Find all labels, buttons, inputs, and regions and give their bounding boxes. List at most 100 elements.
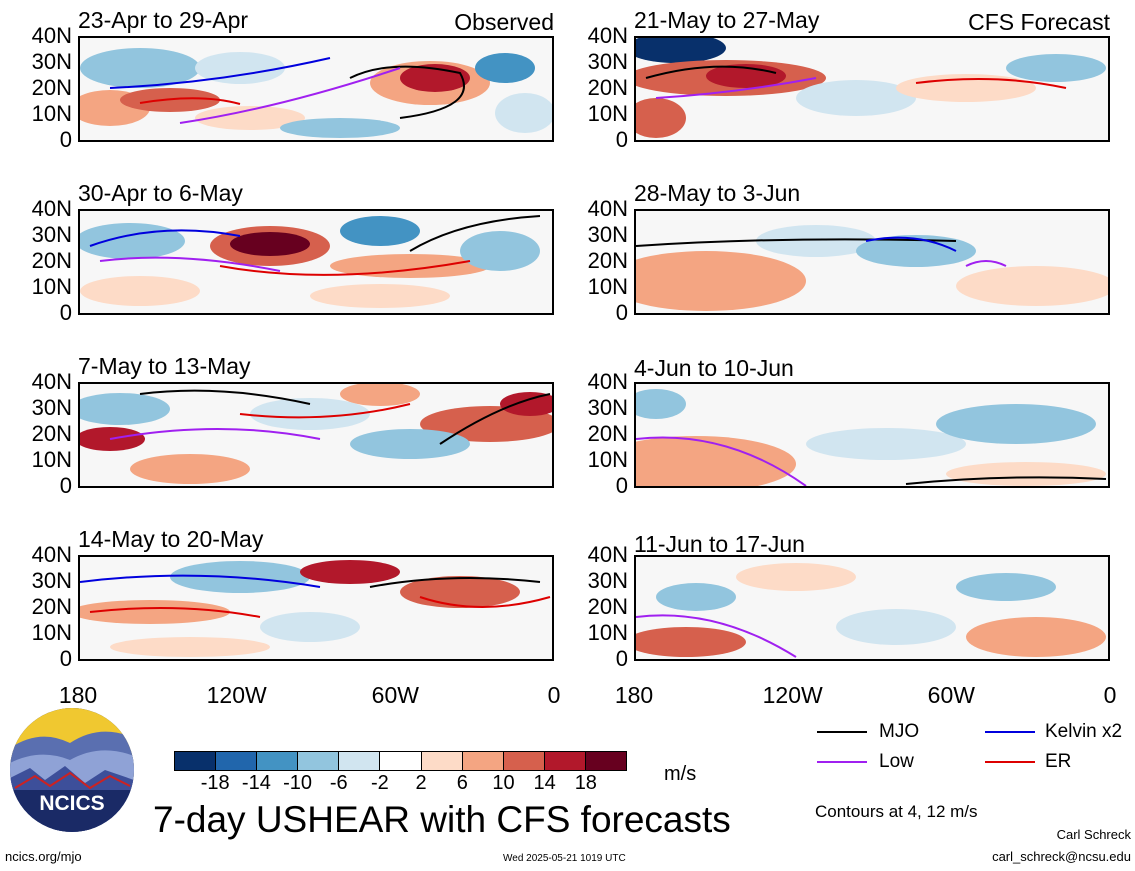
ncics-logo: NCICS	[10, 708, 134, 832]
colorbar-swatch	[338, 752, 380, 770]
low-legend-label: Low	[879, 751, 914, 772]
lat-label: 30N	[31, 395, 72, 420]
colorbar-tick-label: 10	[492, 772, 515, 794]
colorbar-tick-label: -14	[241, 772, 271, 794]
lat-label: 10N	[587, 101, 628, 126]
mjo-legend-label: MJO	[879, 721, 920, 742]
footer-url: ncics.org/mjo	[5, 849, 82, 864]
map-panel-observed-3	[78, 382, 554, 488]
lat-label: 40N	[31, 369, 72, 394]
colorbar-unit: m/s	[664, 763, 697, 785]
lat-label: 10N	[31, 274, 72, 299]
panel-title: 7-May to 13-May	[78, 353, 251, 379]
main-title: 7-day USHEAR with CFS forecasts	[153, 799, 731, 840]
lon-label: 180	[58, 682, 98, 708]
lat-label: 40N	[587, 369, 628, 394]
lat-label: 0	[59, 646, 72, 671]
lat-label: 30N	[31, 568, 72, 593]
lat-label: 0	[615, 473, 628, 498]
lat-label: 0	[615, 127, 628, 152]
lat-label: 0	[59, 300, 72, 325]
panel-title: 14-May to 20-May	[78, 526, 264, 552]
colorbar-tick-label: -10	[283, 772, 312, 794]
map-panel-forecast-4	[634, 555, 1110, 661]
map-panel-forecast-3	[634, 382, 1110, 488]
map-panel-observed-1	[78, 36, 554, 142]
map-shading	[80, 384, 552, 486]
observed-label: Observed	[454, 9, 554, 35]
colorbar-tick-label: 14	[533, 772, 556, 794]
contours-note: Contours at 4, 12 m/s	[815, 802, 978, 821]
colorbar-swatch	[175, 752, 216, 770]
colorbar-tick-label: -2	[371, 772, 389, 794]
colorbar-swatch	[543, 752, 585, 770]
lat-label: 20N	[31, 421, 72, 446]
footer-author: Carl Schreck	[1056, 827, 1131, 842]
kelvin-legend-line	[985, 731, 1035, 733]
colorbar-tick-label: 18	[574, 772, 597, 794]
map-shading	[80, 211, 552, 313]
lon-label: 0	[1103, 682, 1117, 708]
lat-label: 20N	[31, 75, 72, 100]
map-shading	[80, 38, 552, 140]
lat-label: 0	[59, 127, 72, 152]
colorbar-tick-label: 6	[456, 772, 468, 794]
lat-label: 10N	[31, 620, 72, 645]
mountain-logo-icon	[10, 708, 134, 832]
kelvin-legend-label: Kelvin x2	[1045, 721, 1123, 742]
colorbar-tick-label: -6	[329, 772, 348, 794]
map-panel-observed-4	[78, 555, 554, 661]
colorbar	[174, 751, 627, 771]
map-shading	[80, 557, 552, 659]
map-panel-forecast-1	[634, 36, 1110, 142]
lon-label: 0	[547, 682, 561, 708]
lat-label: 40N	[31, 196, 72, 221]
colorbar-tick-label: -18	[200, 772, 230, 794]
er-legend-label: ER	[1045, 751, 1072, 772]
colorbar-swatch	[420, 752, 462, 770]
colorbar-swatch	[502, 752, 544, 770]
lat-label: 0	[59, 473, 72, 498]
map-shading	[636, 38, 1108, 140]
lat-label: 20N	[31, 248, 72, 273]
lon-label: 60W	[371, 682, 419, 708]
lat-label: 30N	[587, 568, 628, 593]
map-shading	[636, 384, 1108, 486]
colorbar-swatch	[461, 752, 503, 770]
lat-label: 20N	[587, 594, 628, 619]
lat-label: 10N	[31, 101, 72, 126]
lat-label: 10N	[587, 274, 628, 299]
mjo-legend-line	[817, 731, 867, 733]
map-panel-forecast-2	[634, 209, 1110, 315]
footer-timestamp: Wed 2025-05-21 1019 UTC	[503, 853, 626, 864]
lat-label: 40N	[587, 542, 628, 567]
colorbar-swatch	[297, 752, 339, 770]
low-legend-line	[817, 761, 867, 763]
lon-label: 120W	[206, 682, 267, 708]
panel-title: 23-Apr to 29-Apr	[78, 7, 249, 33]
map-panel-observed-2	[78, 209, 554, 315]
lat-label: 10N	[587, 447, 628, 472]
panel-title: 11-Jun to 17-Jun	[634, 531, 805, 557]
lat-label: 20N	[31, 594, 72, 619]
lat-label: 40N	[587, 196, 628, 221]
colorbar-swatch	[379, 752, 421, 770]
colorbar-swatch	[215, 752, 257, 770]
lat-label: 0	[615, 300, 628, 325]
footer-email: carl_schreck@ncsu.edu	[992, 849, 1131, 864]
lat-label: 30N	[587, 395, 628, 420]
lat-label: 20N	[587, 75, 628, 100]
lat-label: 20N	[587, 248, 628, 273]
lat-label: 40N	[31, 542, 72, 567]
colorbar-swatch	[584, 752, 627, 770]
panel-title: 21-May to 27-May	[634, 7, 820, 33]
panel-title: 28-May to 3-Jun	[634, 180, 801, 206]
map-shading	[636, 211, 1108, 313]
logo-text: NCICS	[39, 792, 105, 815]
map-shading	[636, 557, 1108, 659]
lon-label: 60W	[927, 682, 975, 708]
lat-label: 40N	[587, 23, 628, 48]
lat-label: 30N	[587, 222, 628, 247]
panel-title: 30-Apr to 6-May	[78, 180, 243, 206]
panel-title: 4-Jun to 10-Jun	[634, 355, 794, 381]
